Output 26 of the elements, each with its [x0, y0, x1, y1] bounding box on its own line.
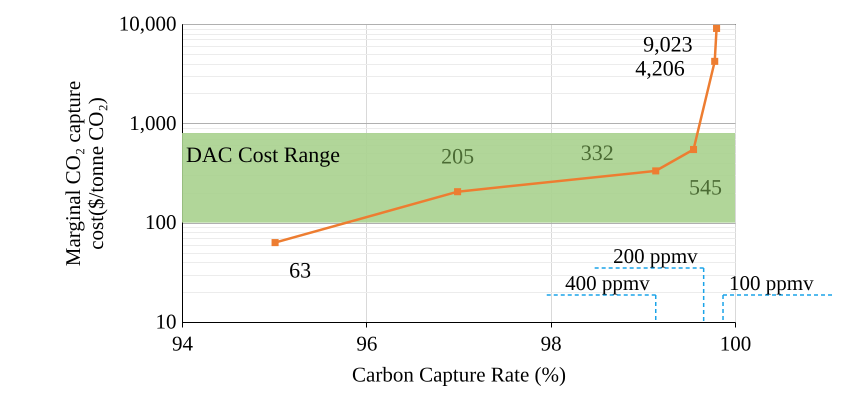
x-tick-label: 98 [540, 332, 562, 356]
data-label: 332 [580, 140, 614, 165]
x-tick-label: 100 [720, 332, 752, 356]
y-tick-label: 10,000 [118, 12, 176, 36]
point [713, 24, 720, 32]
y-tick-label: 1,000 [129, 110, 176, 135]
point [652, 167, 660, 174]
data-label: 205 [441, 144, 474, 169]
x-tick-label: 94 [172, 332, 194, 356]
data-label: 4,206 [635, 55, 685, 80]
ref-line-label: 400 ppmv [565, 271, 650, 295]
data-label: 63 [289, 258, 312, 283]
band-label: DAC Cost Range [186, 142, 340, 167]
y-axis-title: Marginal CO₂ capture cost($/tonne CO₂) [60, 80, 108, 266]
ref-line-label: 200 ppmv [613, 244, 698, 268]
point [454, 188, 462, 196]
x-axis-title: Carbon Capture Rate (%) [352, 362, 566, 386]
data-label: 545 [689, 174, 722, 200]
ref-line-label: 100 ppmv [729, 271, 814, 295]
point [711, 58, 718, 65]
point [272, 239, 279, 246]
y-tick-label: 100 [145, 210, 176, 234]
data-label: 9,023 [643, 31, 693, 56]
x-tick-label: 96 [356, 332, 378, 356]
y-tick-label: 10 [156, 310, 176, 334]
point [690, 146, 698, 154]
